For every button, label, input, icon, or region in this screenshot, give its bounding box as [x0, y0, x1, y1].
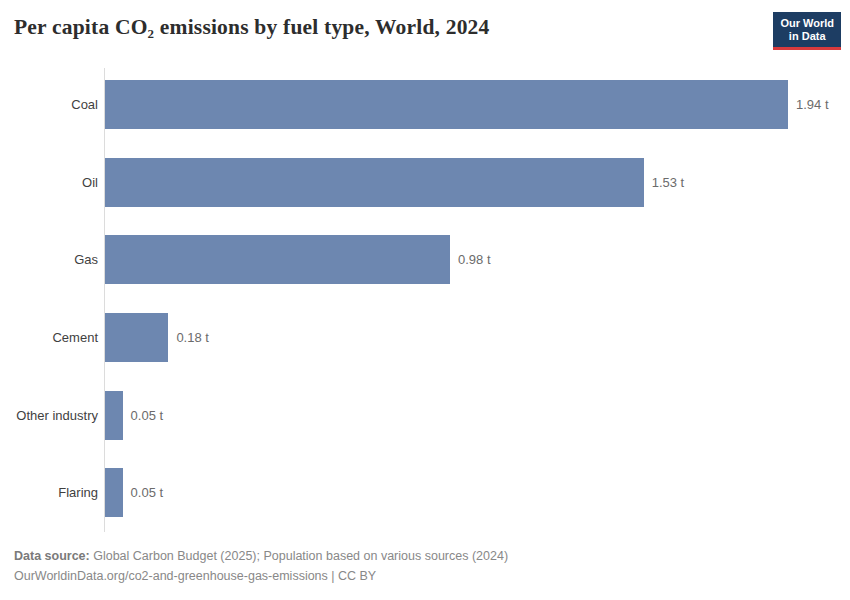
chart-row-coal: Coal 1.94 t: [0, 66, 850, 144]
chart-footer: Data source: Global Carbon Budget (2025)…: [14, 546, 508, 586]
value-label: 1.94 t: [796, 97, 829, 112]
chart-row-other-industry: Other industry 0.05 t: [0, 376, 850, 454]
bar-cement[interactable]: [105, 313, 168, 362]
value-label: 0.05 t: [131, 408, 164, 423]
bar-chart: Coal 1.94 t Oil 1.53 t Gas 0.98 t Cement 0.18 t…: [0, 66, 850, 532]
bar-flaring[interactable]: [105, 468, 123, 517]
category-label: Other industry: [0, 408, 98, 423]
chart-row-cement: Cement 0.18 t: [0, 299, 850, 377]
category-label: Flaring: [0, 485, 98, 500]
owid-logo-line1: Our World: [780, 17, 834, 30]
chart-rows: Coal 1.94 t Oil 1.53 t Gas 0.98 t Cement 0.18 t…: [0, 66, 850, 532]
value-label: 0.18 t: [176, 330, 209, 345]
category-label: Gas: [0, 252, 98, 267]
category-label: Coal: [0, 97, 98, 112]
category-label: Cement: [0, 330, 98, 345]
category-label: Oil: [0, 175, 98, 190]
chart-row-gas: Gas 0.98 t: [0, 221, 850, 299]
data-source-text: Global Carbon Budget (2025); Population …: [90, 549, 508, 563]
owid-logo: Our World in Data: [773, 12, 841, 50]
value-label: 0.98 t: [458, 252, 491, 267]
data-source-line: Data source: Global Carbon Budget (2025)…: [14, 546, 508, 566]
owid-chart-page: Per capita CO₂ emissions by fuel type, W…: [0, 0, 850, 600]
bar-coal[interactable]: [105, 80, 788, 129]
data-source-label: Data source:: [14, 549, 90, 563]
bar-oil[interactable]: [105, 158, 644, 207]
bar-other-industry[interactable]: [105, 391, 123, 440]
chart-row-oil: Oil 1.53 t: [0, 144, 850, 222]
chart-row-flaring: Flaring 0.05 t: [0, 454, 850, 532]
page-title: Per capita CO₂ emissions by fuel type, W…: [14, 15, 490, 40]
url-license-line: OurWorldinData.org/co2-and-greenhouse-ga…: [14, 566, 508, 586]
value-label: 1.53 t: [652, 175, 685, 190]
value-label: 0.05 t: [131, 485, 164, 500]
owid-logo-line2: in Data: [780, 30, 834, 43]
bar-gas[interactable]: [105, 235, 450, 284]
